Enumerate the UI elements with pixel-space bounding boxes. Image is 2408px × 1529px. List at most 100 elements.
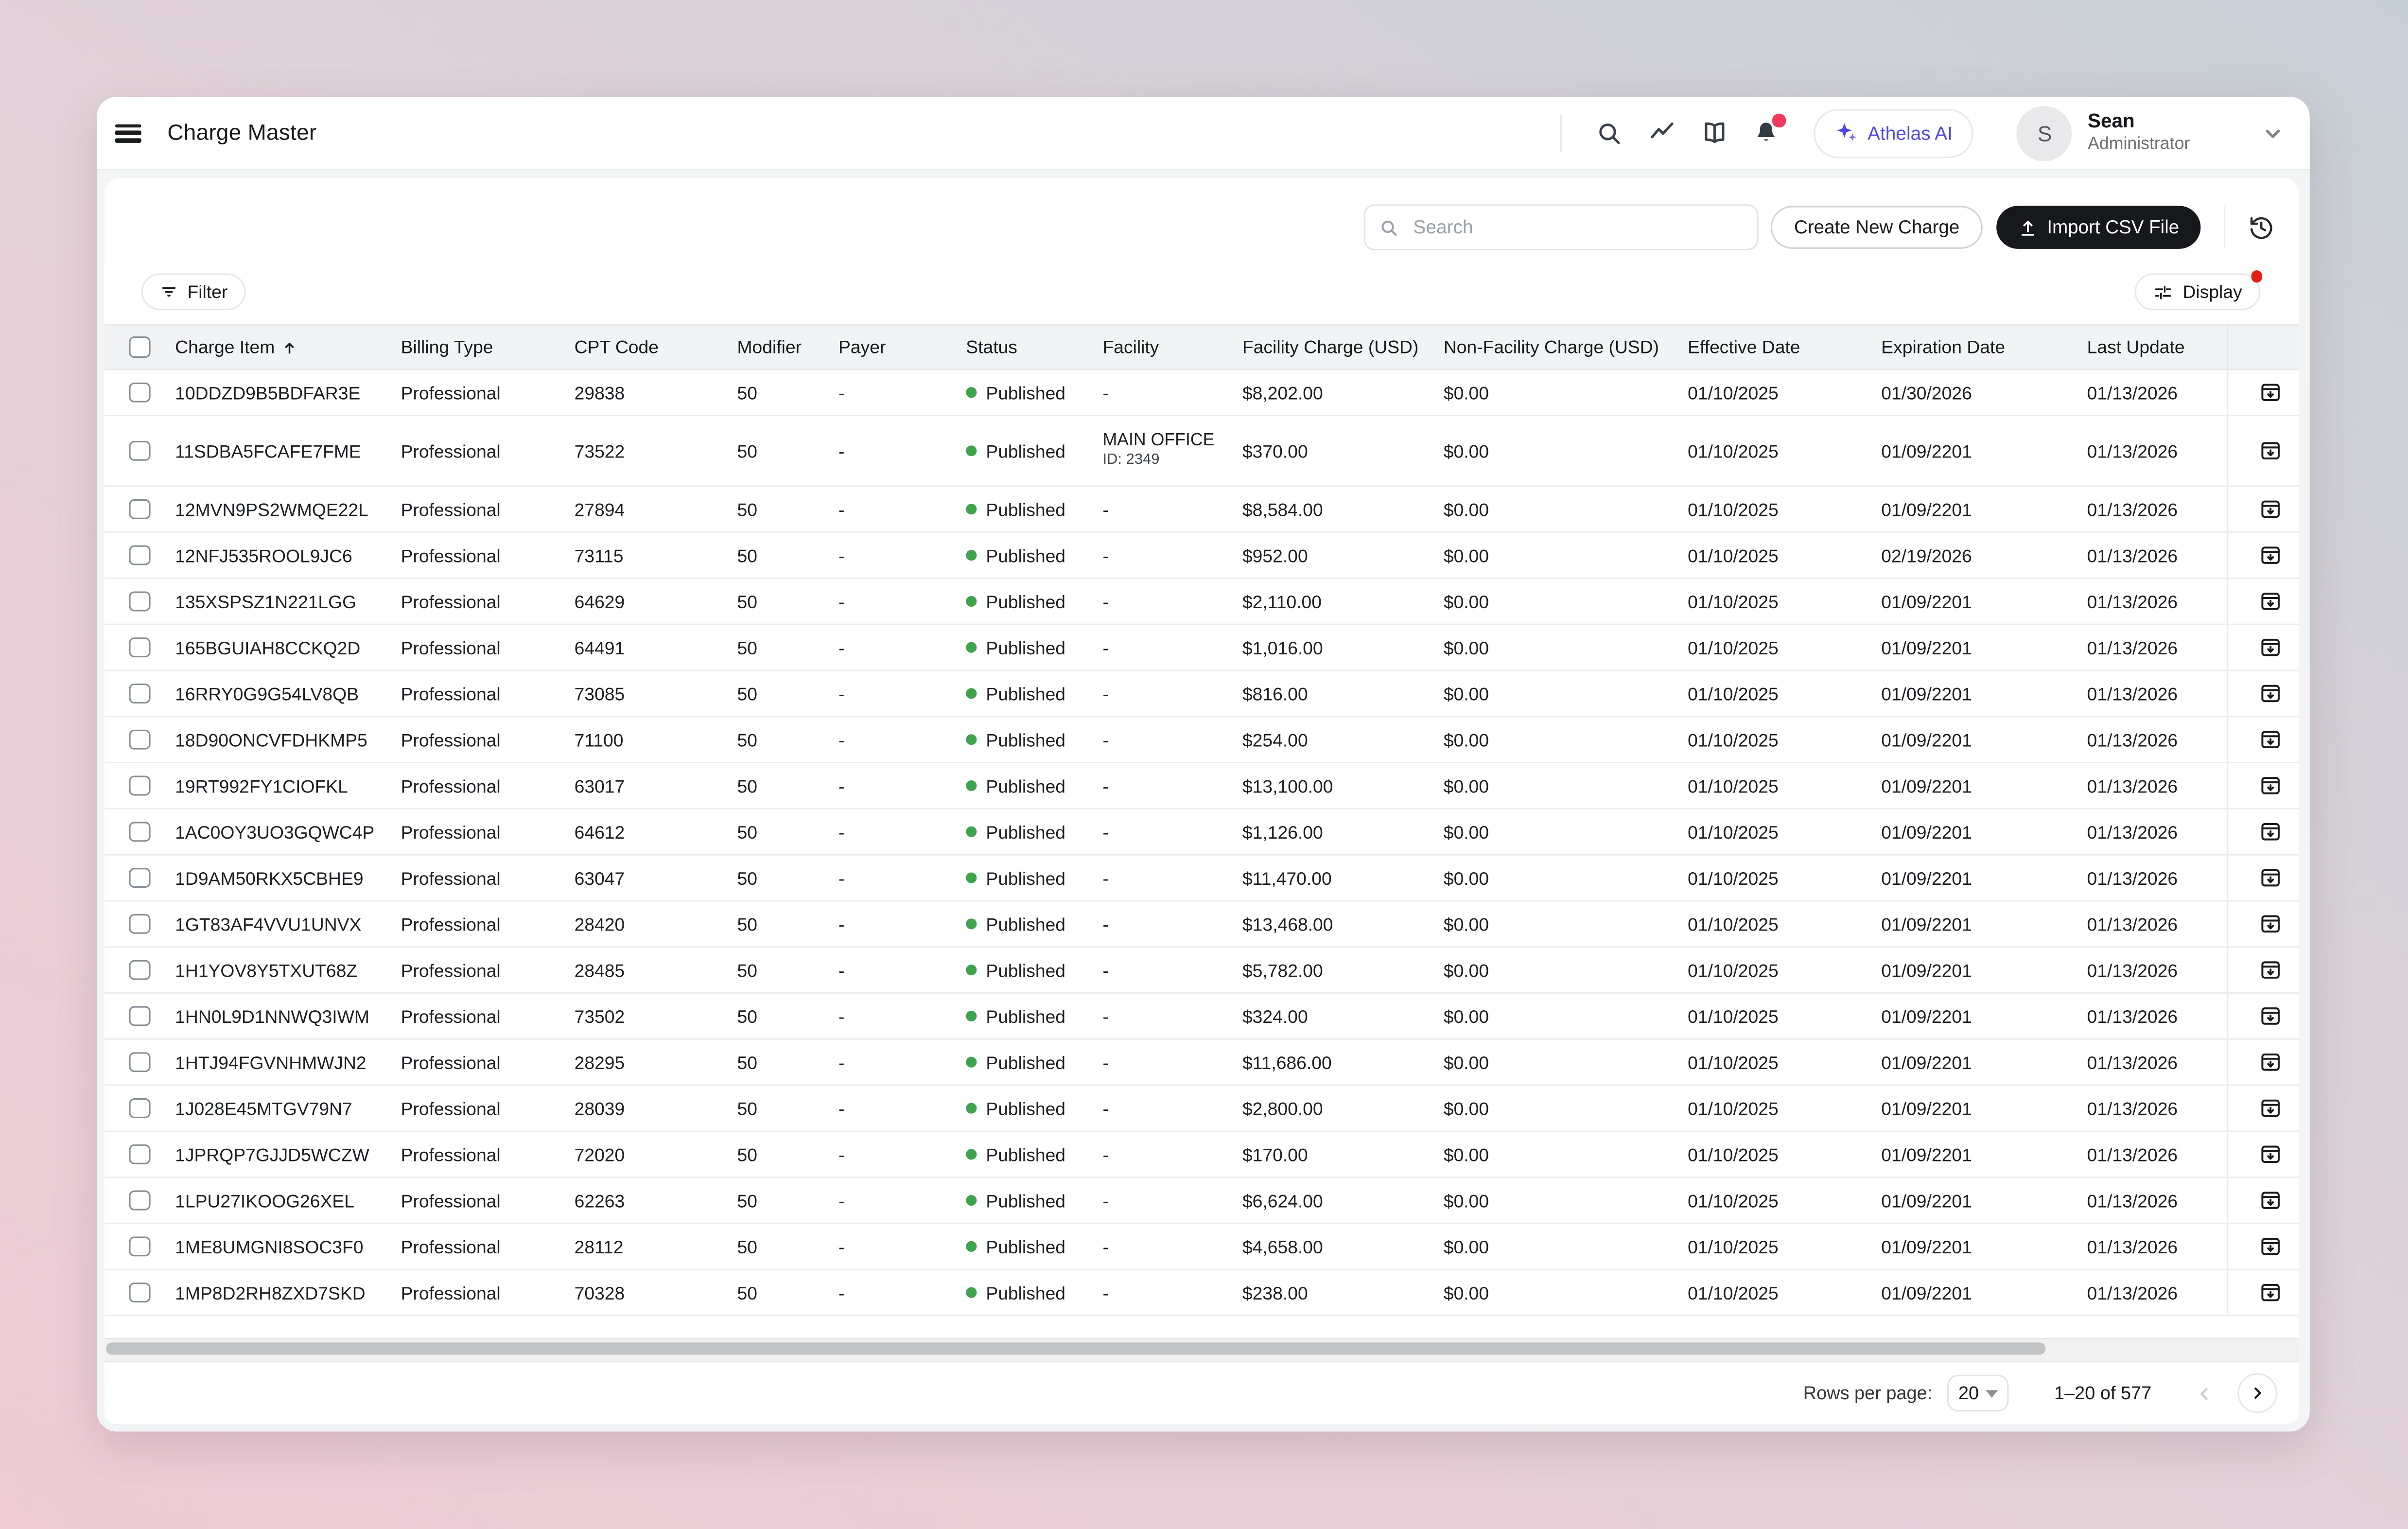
cell-billing: Professional	[401, 1051, 501, 1073]
row-checkbox[interactable]	[129, 1005, 150, 1027]
trending-icon[interactable]	[1647, 118, 1676, 147]
avatar[interactable]: S	[2017, 105, 2073, 161]
chevron-down-icon[interactable]	[2261, 121, 2286, 145]
column-header-charge-item[interactable]: Charge Item	[163, 336, 388, 358]
column-header-billing-type[interactable]: Billing Type	[401, 336, 493, 358]
row-checkbox[interactable]	[129, 440, 150, 461]
book-icon[interactable]	[1699, 118, 1728, 147]
row-checkbox[interactable]	[129, 545, 150, 566]
cell-effective: 01/10/2025	[1688, 959, 1779, 981]
athelas-ai-button[interactable]: Athelas AI	[1814, 108, 1974, 158]
row-checkbox[interactable]	[129, 637, 150, 658]
history-icon[interactable]	[2244, 211, 2278, 245]
horizontal-scrollbar-track[interactable]	[104, 1337, 2299, 1363]
row-checkbox[interactable]	[129, 914, 150, 934]
row-checkbox[interactable]	[129, 1282, 150, 1303]
status-dot	[966, 1287, 977, 1298]
cell-cpt: 28485	[574, 959, 625, 981]
archive-row-button[interactable]	[2253, 769, 2287, 803]
archive-row-button[interactable]	[2253, 434, 2287, 468]
cell-payer: -	[838, 590, 845, 613]
archive-row-button[interactable]	[2253, 584, 2287, 618]
row-checkbox[interactable]	[129, 1098, 150, 1119]
status-dot	[966, 1056, 977, 1068]
archive-icon	[2260, 1007, 2279, 1025]
menu-hamburger-icon[interactable]	[115, 123, 141, 142]
column-header-non-facility-charge[interactable]: Non-Facility Charge (USD)	[1443, 336, 1659, 358]
cell-expiration: 01/09/2201	[1881, 590, 1972, 613]
cell-updated: 01/13/2026	[2087, 1143, 2178, 1165]
archive-row-button[interactable]	[2253, 815, 2287, 849]
archive-row-button[interactable]	[2253, 722, 2287, 756]
column-header-expiration-date[interactable]: Expiration Date	[1881, 336, 2006, 358]
cell-effective: 01/10/2025	[1688, 1235, 1779, 1257]
archive-icon	[2260, 777, 2279, 794]
row-checkbox[interactable]	[129, 1236, 150, 1257]
status-badge: Published	[954, 729, 1090, 750]
cell-expiration: 01/09/2201	[1881, 821, 1972, 843]
cell-fac_charge: $952.00	[1242, 545, 1308, 566]
cell-expiration: 01/09/2201	[1881, 913, 1972, 935]
archive-row-button[interactable]	[2253, 492, 2287, 527]
column-header-facility[interactable]: Facility	[1102, 336, 1159, 358]
column-header-status[interactable]: Status	[966, 336, 1017, 358]
row-checkbox[interactable]	[129, 591, 150, 612]
row-checkbox[interactable]	[129, 683, 150, 704]
cell-updated: 01/13/2026	[2087, 729, 2178, 751]
search-icon[interactable]	[1595, 118, 1624, 147]
select-all-checkbox[interactable]	[129, 336, 150, 358]
archive-row-button[interactable]	[2253, 999, 2287, 1033]
row-checkbox[interactable]	[129, 499, 150, 520]
archive-row-button[interactable]	[2253, 907, 2287, 941]
column-header-cpt-code[interactable]: CPT Code	[574, 336, 659, 358]
bell-icon[interactable]	[1752, 113, 1786, 147]
content-background: Create New Charge Import CSV File Filter	[97, 170, 2310, 1432]
row-checkbox[interactable]	[129, 867, 150, 888]
archive-row-button[interactable]	[2253, 861, 2287, 895]
table-row: 18D90ONCVFDHKMP5 Professional 71100 50- Publ…	[104, 717, 2299, 764]
import-csv-button[interactable]: Import CSV File	[1996, 206, 2201, 249]
archive-icon	[2260, 823, 2279, 841]
column-header-payer[interactable]: Payer	[838, 336, 886, 358]
cell-expiration: 01/09/2201	[1881, 729, 1972, 751]
archive-row-button[interactable]	[2253, 1138, 2287, 1172]
archive-row-button[interactable]	[2253, 1183, 2287, 1217]
archive-row-button[interactable]	[2253, 1230, 2287, 1264]
archive-row-button[interactable]	[2253, 1045, 2287, 1079]
horizontal-scrollbar-thumb[interactable]	[105, 1342, 2046, 1355]
archive-row-button[interactable]	[2253, 538, 2287, 572]
search-input[interactable]	[1410, 215, 1744, 240]
cell-expiration: 01/09/2201	[1881, 636, 1972, 658]
cell-payer: -	[838, 498, 845, 520]
archive-row-button[interactable]	[2253, 375, 2287, 409]
cell-expiration: 01/09/2201	[1881, 1282, 1972, 1303]
prev-page-button[interactable]	[2195, 1383, 2215, 1403]
cell-updated: 01/13/2026	[2087, 1282, 2178, 1303]
archive-row-button[interactable]	[2253, 1276, 2287, 1310]
column-header-modifier[interactable]: Modifier	[737, 336, 802, 358]
cell-cpt: 71100	[574, 729, 624, 751]
row-checkbox[interactable]	[129, 729, 150, 750]
row-checkbox[interactable]	[129, 1052, 150, 1073]
archive-row-button[interactable]	[2253, 677, 2287, 711]
archive-row-button[interactable]	[2253, 953, 2287, 987]
row-checkbox[interactable]	[129, 382, 150, 403]
next-page-button[interactable]	[2237, 1373, 2278, 1413]
create-new-charge-button[interactable]: Create New Charge	[1771, 206, 1983, 249]
filter-button[interactable]: Filter	[141, 273, 246, 311]
row-checkbox[interactable]	[129, 959, 150, 981]
cell-nonfac_charge: $0.00	[1443, 683, 1489, 704]
row-checkbox[interactable]	[129, 775, 150, 796]
row-checkbox[interactable]	[129, 1143, 150, 1165]
column-header-facility-charge[interactable]: Facility Charge (USD)	[1242, 336, 1419, 358]
row-checkbox[interactable]	[129, 821, 150, 843]
row-checkbox[interactable]	[129, 1190, 150, 1211]
rows-per-page-select[interactable]: 20	[1947, 1374, 2008, 1412]
column-header-effective-date[interactable]: Effective Date	[1688, 336, 1800, 358]
cell-fac_charge: $6,624.00	[1242, 1189, 1323, 1212]
display-button[interactable]: Display	[2135, 270, 2262, 311]
cell-nonfac_charge: $0.00	[1443, 1051, 1489, 1073]
archive-row-button[interactable]	[2253, 631, 2287, 665]
column-header-last-update[interactable]: Last Update	[2087, 336, 2185, 358]
archive-row-button[interactable]	[2253, 1091, 2287, 1125]
